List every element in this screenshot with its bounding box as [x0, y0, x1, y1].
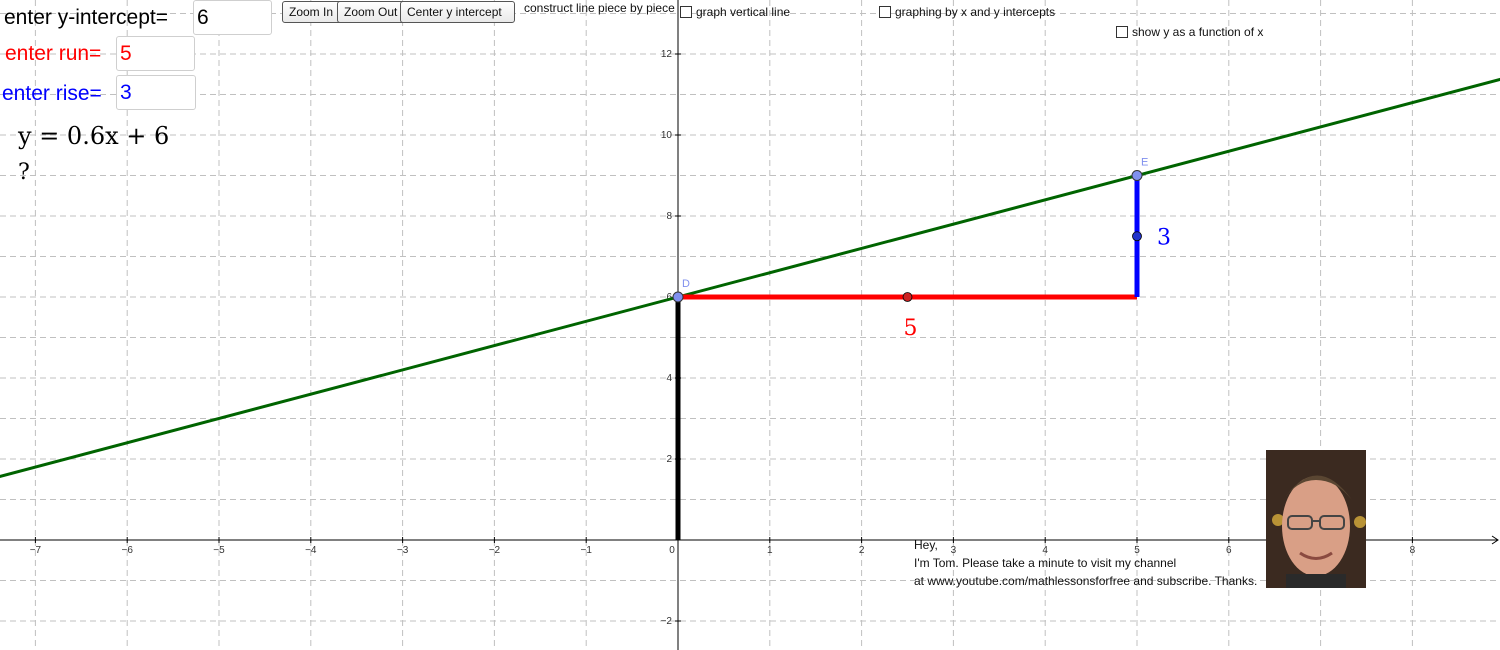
rise-label: enter rise= — [2, 82, 102, 105]
y-intercept-label: enter y-intercept= — [4, 6, 169, 29]
run-value-label: 5 — [904, 316, 918, 341]
message-intro: I'm Tom. Please take a minute to visit m… — [914, 556, 1177, 570]
x-tick-label: 5 — [1134, 545, 1140, 556]
construct-piece-label: construct line piece by piece — [524, 1, 675, 15]
x-tick-label: 4 — [1042, 545, 1048, 556]
x-tick-label: 1 — [767, 545, 773, 556]
x-tick-label: −6 — [121, 545, 133, 556]
graph-vertical-checkbox[interactable]: graph vertical line — [680, 5, 790, 19]
checkbox-box[interactable] — [879, 6, 891, 18]
graph-vertical-label: graph vertical line — [696, 5, 791, 19]
checkbox-box[interactable] — [1116, 26, 1128, 38]
question-mark: ? — [18, 160, 30, 185]
y-tick-label: 8 — [666, 211, 672, 222]
x-tick-label: −1 — [580, 545, 592, 556]
x-tick-label: −2 — [489, 545, 501, 556]
message-channel: at www.youtube.com/mathlessonsforfree an… — [914, 574, 1258, 588]
y-tick-label: 6 — [666, 292, 672, 303]
x-tick-label: 2 — [859, 545, 865, 556]
y-tick-label: 10 — [661, 130, 673, 141]
rise-midpoint[interactable] — [1132, 231, 1142, 242]
show-function-label: show y as a function of x — [1132, 25, 1264, 39]
x-tick-label: 6 — [1226, 545, 1232, 556]
message-greeting: Hey, — [914, 538, 938, 552]
line-equation: y = 0.6x + 6 — [18, 122, 170, 150]
x-tick-label: −7 — [30, 545, 42, 556]
run-midpoint[interactable] — [902, 292, 913, 302]
graph-intercepts-label: graphing by x and y intercepts — [895, 5, 1056, 19]
graph-intercepts-checkbox[interactable]: graphing by x and y intercepts — [879, 5, 1055, 19]
y-intercept-input[interactable]: 6 — [193, 0, 272, 35]
rise-input[interactable]: 3 — [116, 75, 196, 110]
x-tick-label: 0 — [669, 545, 675, 556]
channel-message: Hey, I'm Tom. Please take a minute to vi… — [914, 536, 1257, 590]
point-d-label: D — [682, 278, 690, 290]
rise-value-label: 3 — [1157, 225, 1171, 250]
graph-line[interactable] — [0, 73, 1500, 491]
y-tick-label: 12 — [661, 49, 673, 60]
run-label: enter run= — [5, 42, 102, 65]
point-d[interactable] — [672, 291, 684, 303]
y-tick-label: −2 — [661, 616, 673, 627]
point-e[interactable] — [1131, 170, 1143, 181]
construct-piece-checkbox[interactable]: construct line piece by piece — [524, 1, 675, 15]
author-photo — [1266, 450, 1366, 588]
run-input[interactable]: 5 — [116, 36, 195, 71]
zoom-out-button[interactable]: Zoom Out — [337, 1, 407, 23]
x-axis-arrow — [1491, 535, 1499, 545]
y-tick-label: 4 — [666, 373, 672, 384]
point-e-label: E — [1141, 157, 1148, 169]
center-y-intercept-button[interactable]: Center y intercept — [400, 1, 515, 23]
x-tick-label: 8 — [1410, 545, 1416, 556]
x-tick-label: −5 — [213, 545, 225, 556]
x-tick-label: −4 — [305, 545, 317, 556]
x-tick-label: −3 — [397, 545, 409, 556]
y-tick-label: 2 — [666, 454, 672, 465]
zoom-in-button[interactable]: Zoom In — [282, 1, 346, 23]
checkbox-box[interactable] — [680, 6, 692, 18]
show-function-checkbox[interactable]: show y as a function of x — [1116, 25, 1263, 39]
x-tick-label: 3 — [951, 545, 957, 556]
